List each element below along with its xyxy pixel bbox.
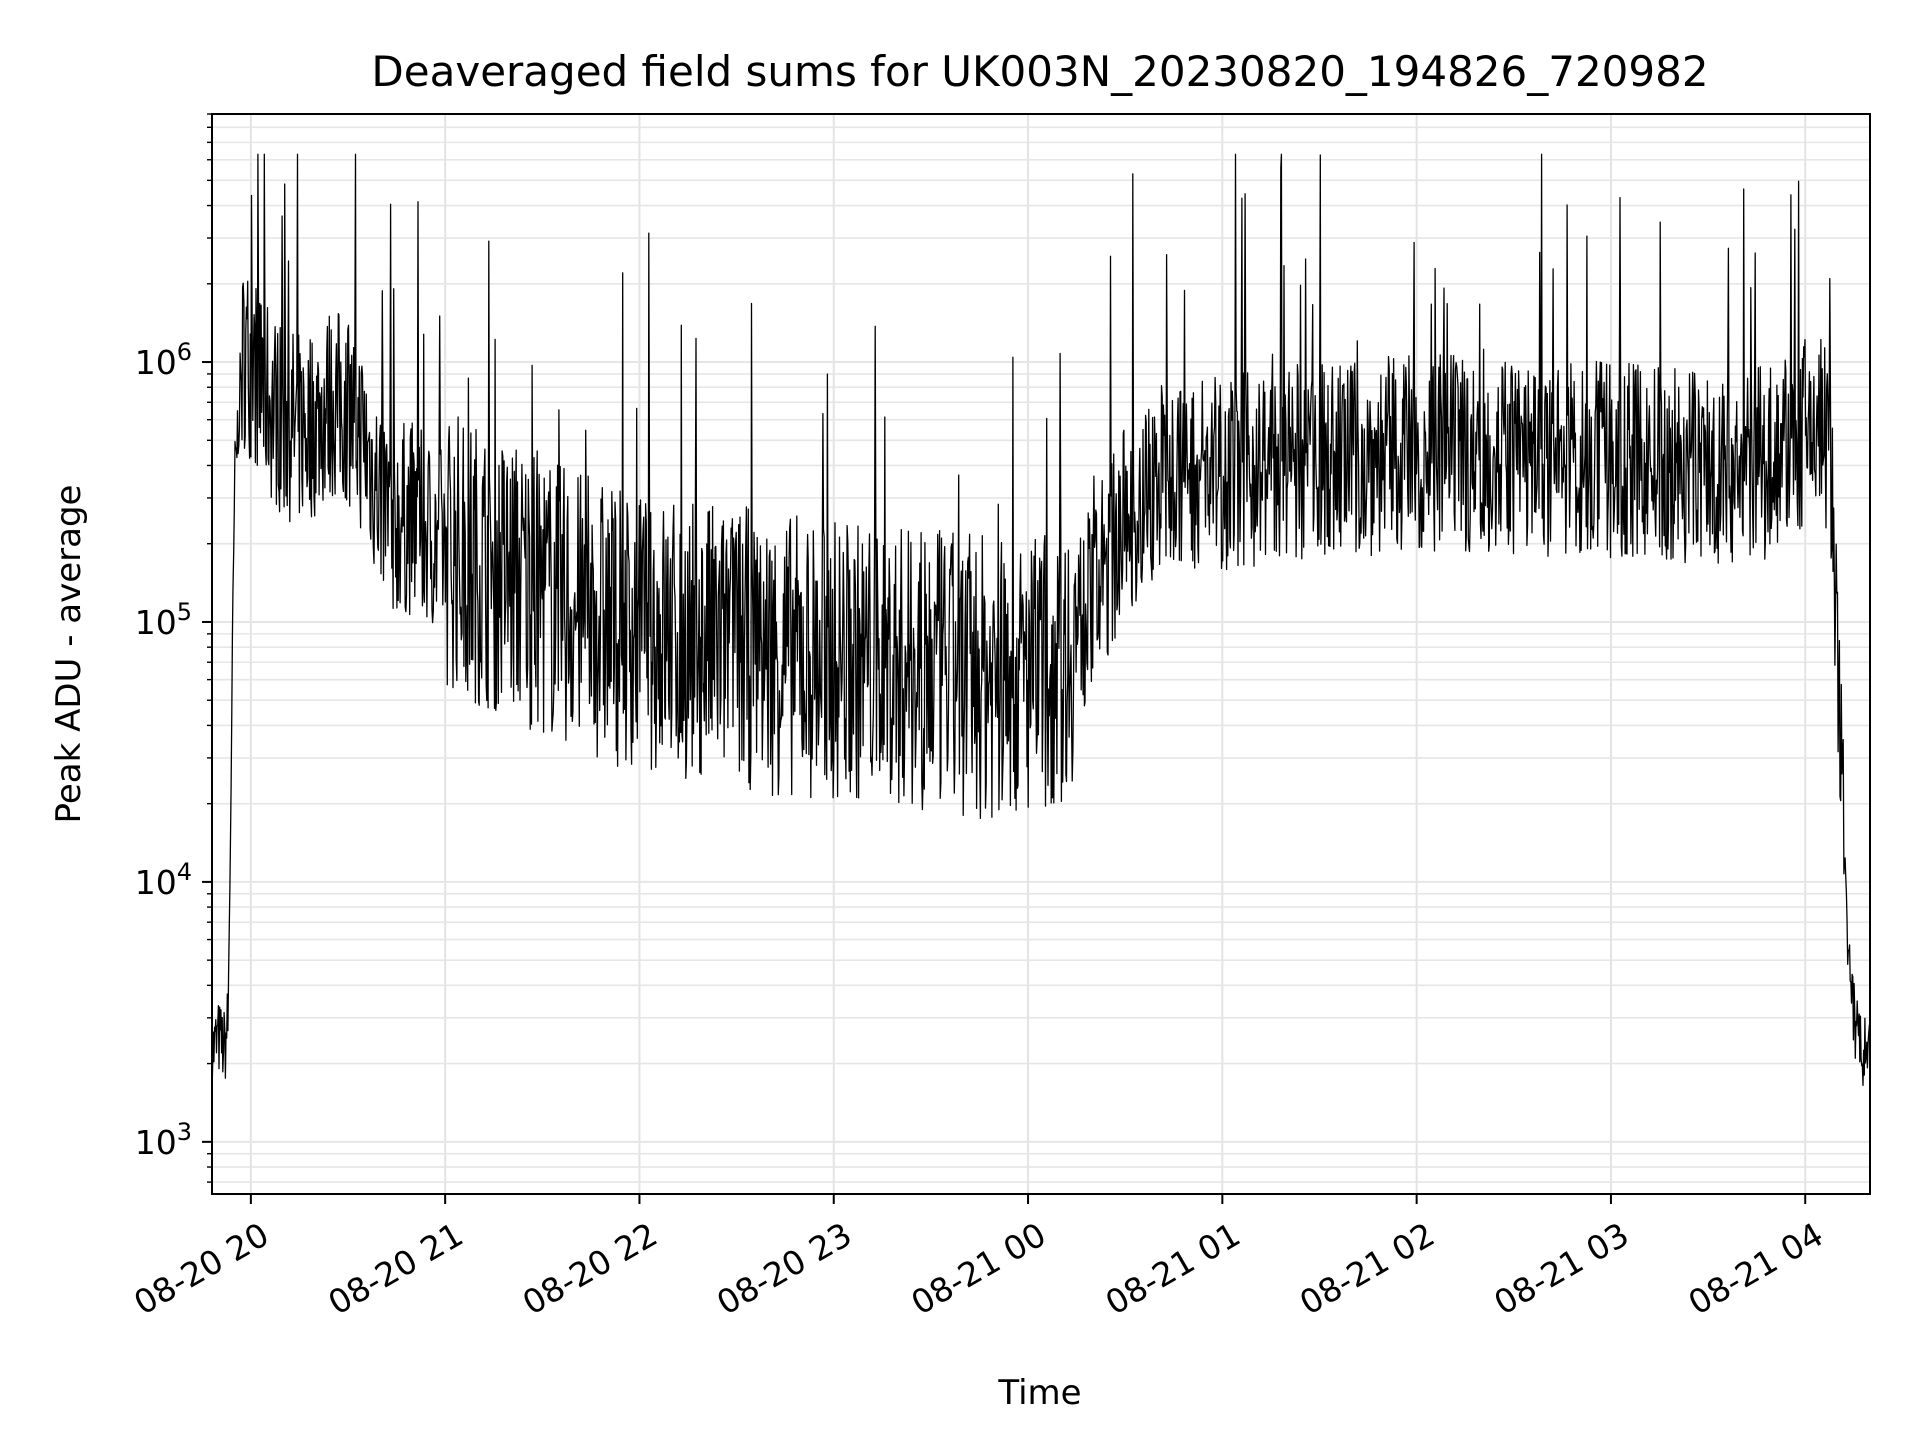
chart-title: Deaveraged field sums for UK003N_2023082… [371,47,1708,96]
y-axis: 103 104 105 106 [135,113,212,1183]
y-axis-title: Peak ADU - average [49,485,89,824]
y-tick-label: 104 [135,858,192,902]
grid [212,113,1870,1194]
x-axis-title: Time [997,1373,1081,1413]
y-tick-label: 103 [135,1118,192,1162]
y-tick-label: 106 [135,338,192,382]
plot-frame [211,113,1871,1195]
series-line [211,153,1871,1092]
series-layer [211,153,1871,1092]
y-tick-label: 105 [135,598,192,642]
